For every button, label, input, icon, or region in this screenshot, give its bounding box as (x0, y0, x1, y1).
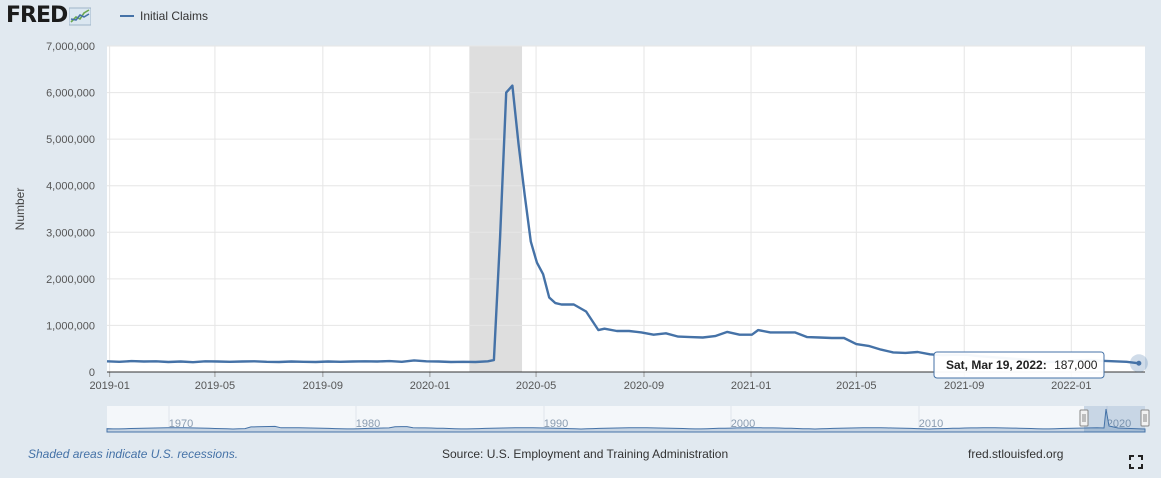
navigator-label: 2010 (919, 418, 943, 430)
x-tick-label: 2019-09 (303, 380, 343, 392)
x-tick-label: 2019-05 (195, 380, 235, 392)
y-tick-label: 1,000,000 (46, 320, 95, 332)
y-axis-label: Number (13, 188, 27, 231)
site-link[interactable]: fred.stlouisfed.org (968, 447, 1064, 461)
x-tick-label: 2020-09 (624, 380, 664, 392)
y-tick-label: 0 (89, 367, 95, 379)
navigator-handle-right[interactable] (1140, 409, 1150, 427)
x-tick-label: 2021-01 (731, 380, 771, 392)
x-tick-label: 2022-01 (1051, 380, 1091, 392)
y-tick-label: 4,000,000 (46, 181, 95, 193)
fred-logo-text: FRED (6, 3, 68, 28)
tooltip-date: Sat, Mar 19, 2022: (946, 358, 1047, 372)
y-tick-label: 7,000,000 (46, 41, 95, 53)
y-tick-label: 5,000,000 (46, 134, 95, 146)
navigator-selection[interactable] (1084, 406, 1145, 432)
y-tick-label: 2,000,000 (46, 274, 95, 286)
tooltip: Sat, Mar 19, 2022: 187,000 (933, 351, 1105, 379)
y-tick-label: 3,000,000 (46, 227, 95, 239)
navigator-handle-left[interactable] (1079, 409, 1089, 427)
x-tick-label: 2020-01 (410, 380, 450, 392)
recession-note: Shaded areas indicate U.S. recessions. (28, 447, 239, 461)
legend[interactable]: Initial Claims (120, 9, 208, 23)
navigator-label: 1990 (544, 418, 568, 430)
plot-background (107, 46, 1145, 372)
x-tick-label: 2019-01 (89, 380, 129, 392)
x-tick-label: 2021-09 (944, 380, 984, 392)
y-tick-label: 6,000,000 (46, 88, 95, 100)
x-tick-label: 2021-05 (836, 380, 876, 392)
x-tick-label: 2020-05 (516, 380, 556, 392)
navigator-label: 2000 (731, 418, 755, 430)
navigator-label: 1970 (169, 418, 193, 430)
navigator-series (106, 408, 1146, 433)
legend-label: Initial Claims (140, 9, 209, 23)
hover-dot (1136, 360, 1142, 366)
fullscreen-icon[interactable] (1129, 455, 1143, 469)
navigator-label: 1980 (356, 418, 380, 430)
chart: 0 1,000,000 2,000,000 3,000,000 4,000,000 5,0… (13, 41, 1150, 433)
tooltip-value: 187,000 (1054, 358, 1098, 372)
legend-swatch (120, 15, 134, 17)
source-text: Source: U.S. Employment and Training Adm… (442, 447, 729, 461)
svg-text:Sat, Mar 19, 2022: 187,0: Sat, Mar 19, 2022: 187,000 (946, 358, 1098, 372)
fred-logo[interactable]: FRED (6, 3, 92, 28)
line-chart-icon (69, 7, 92, 25)
